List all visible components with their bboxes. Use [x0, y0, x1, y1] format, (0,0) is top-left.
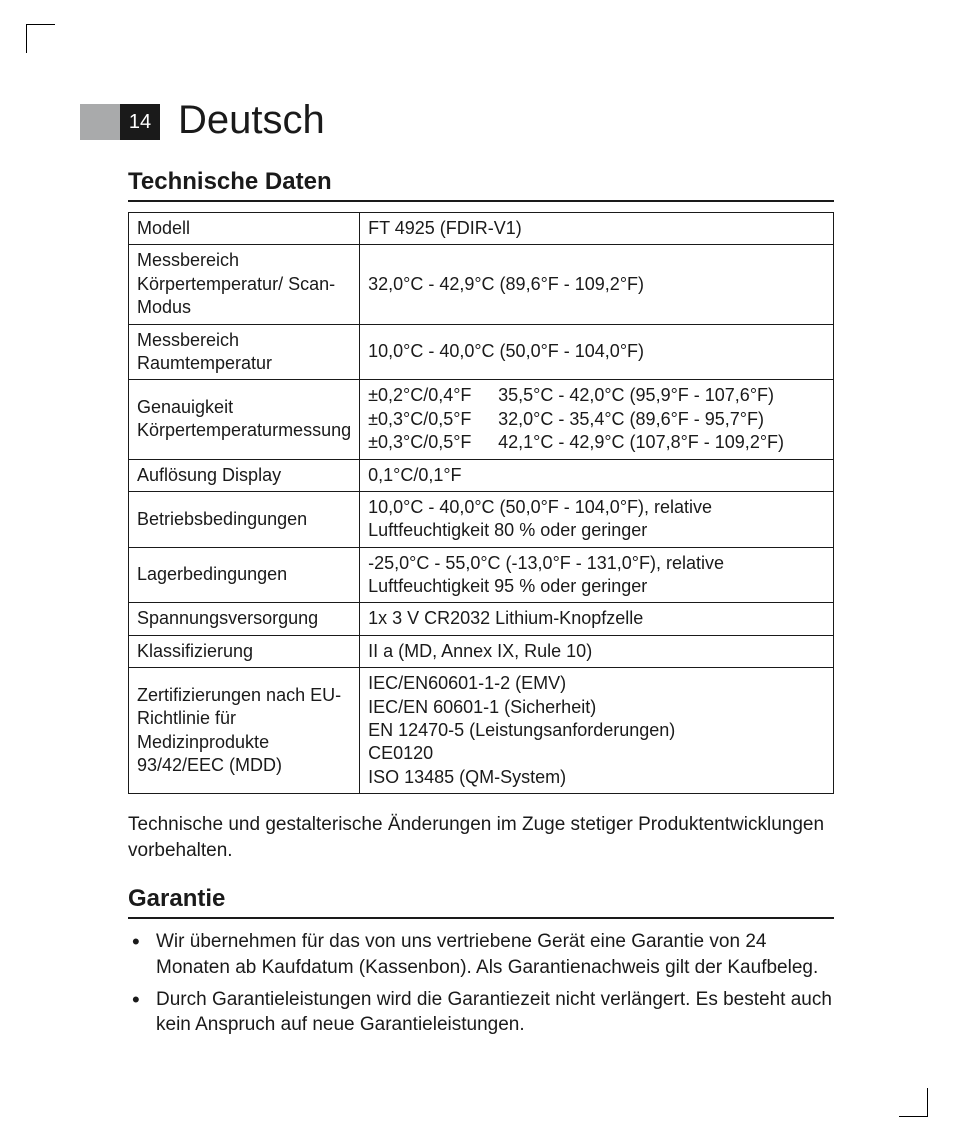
table-cell-label: Messbereich Körpertemperatur/ Scan-Modus [129, 245, 360, 324]
table-cell-value: -25,0°C - 55,0°C (-13,0°F - 131,0°F), re… [360, 547, 834, 603]
crop-mark-top-left [26, 24, 55, 53]
table-row: Auflösung Display0,1°C/0,1°F [129, 459, 834, 491]
page-number: 14 [120, 104, 160, 140]
table-cell-label: Modell [129, 213, 360, 245]
table-cell-value: FT 4925 (FDIR-V1) [360, 213, 834, 245]
technical-data-table: ModellFT 4925 (FDIR-V1)Messbereich Körpe… [128, 212, 834, 794]
technical-data-heading: Technische Daten [128, 168, 834, 202]
table-row: Zertifizierungen nach EU-Richtlinie für … [129, 668, 834, 794]
table-cell-value: 32,0°C - 42,9°C (89,6°F - 109,2°F) [360, 245, 834, 324]
page-header: 14 Deutsch [80, 100, 834, 140]
table-cell-label: Klassifizierung [129, 635, 360, 667]
table-cell-value: IEC/EN60601-1-2 (EMV)IEC/EN 60601-1 (Sic… [360, 668, 834, 794]
table-row: Spannungsversorgung1x 3 V CR2032 Lithium… [129, 603, 834, 635]
crop-mark-bottom-right [899, 1088, 928, 1117]
table-row: Messbereich Körpertemperatur/ Scan-Modus… [129, 245, 834, 324]
warranty-heading: Garantie [128, 885, 834, 919]
content-area: Technische Daten ModellFT 4925 (FDIR-V1)… [128, 168, 834, 1038]
language-title: Deutsch [178, 100, 325, 140]
table-row: Messbereich Raumtemperatur10,0°C - 40,0°… [129, 324, 834, 380]
table-cell-value: 10,0°C - 40,0°C (50,0°F - 104,0°F) [360, 324, 834, 380]
table-cell-label: Messbereich Raumtemperatur [129, 324, 360, 380]
warranty-list: Wir übernehmen für das von uns vertriebe… [128, 929, 834, 1038]
table-row: Betriebsbedingungen10,0°C - 40,0°C (50,0… [129, 491, 834, 547]
table-cell-value: II a (MD, Annex IX, Rule 10) [360, 635, 834, 667]
table-cell-value: ±0,2°C/0,4°F35,5°C - 42,0°C (95,9°F - 10… [360, 380, 834, 459]
table-cell-value: 10,0°C - 40,0°C (50,0°F - 104,0°F), rela… [360, 491, 834, 547]
table-cell-label: Auflösung Display [129, 459, 360, 491]
page-container: 14 Deutsch Technische Daten ModellFT 492… [0, 0, 954, 1104]
changes-note: Technische und gestalterische Änderungen… [128, 812, 834, 863]
list-item: Durch Garantieleistungen wird die Garant… [128, 987, 834, 1038]
page-number-badge: 14 [80, 104, 160, 140]
table-cell-label: Betriebsbedingungen [129, 491, 360, 547]
table-cell-value: 1x 3 V CR2032 Lithium-Knopfzelle [360, 603, 834, 635]
table-cell-label: Spannungsversorgung [129, 603, 360, 635]
table-row: Genauigkeit Körpertemperaturmessung±0,2°… [129, 380, 834, 459]
list-item: Wir übernehmen für das von uns vertriebe… [128, 929, 834, 980]
table-cell-label: Lagerbedingungen [129, 547, 360, 603]
table-cell-label: Zertifizierungen nach EU-Richtlinie für … [129, 668, 360, 794]
table-cell-label: Genauigkeit Körpertemperaturmessung [129, 380, 360, 459]
table-cell-value: 0,1°C/0,1°F [360, 459, 834, 491]
table-row: Lagerbedingungen-25,0°C - 55,0°C (-13,0°… [129, 547, 834, 603]
badge-grey-block [80, 104, 120, 140]
table-row: KlassifizierungII a (MD, Annex IX, Rule … [129, 635, 834, 667]
table-row: ModellFT 4925 (FDIR-V1) [129, 213, 834, 245]
